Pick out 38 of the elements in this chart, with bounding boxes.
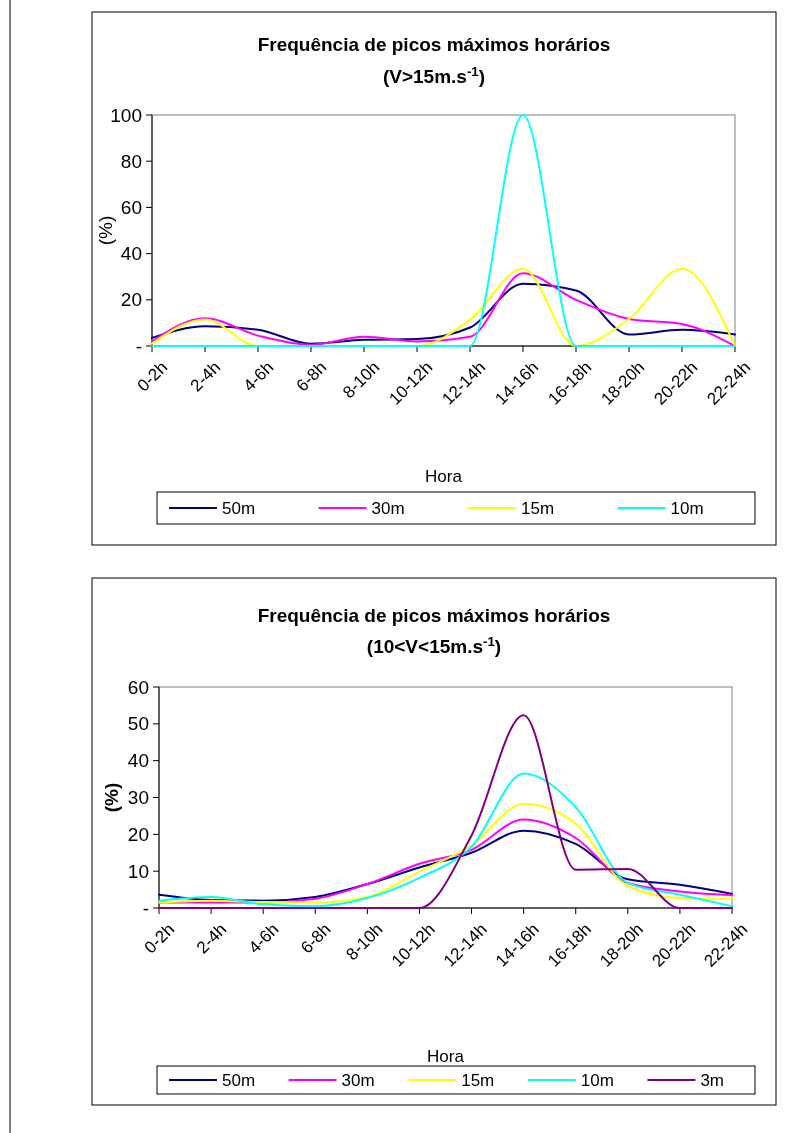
y-tick-label: 60 xyxy=(120,197,142,219)
y-tick-label: 20 xyxy=(120,289,142,311)
legend-label: 30m xyxy=(341,1070,375,1090)
y-axis-title: (%) xyxy=(101,782,122,813)
chart-title: Frequência de picos máximos horários xyxy=(257,34,611,55)
x-tick-label: 4-6h xyxy=(244,919,283,958)
legend-label: 10m xyxy=(670,498,704,518)
y-tick-label: 100 xyxy=(110,104,142,126)
line-series xyxy=(158,829,733,902)
y-tick-label: - xyxy=(142,897,149,919)
y-tick-label: 50 xyxy=(127,713,149,735)
legend-label: 10m xyxy=(580,1070,614,1090)
x-axis-title: Hora xyxy=(427,1047,465,1066)
x-tick-label: 6-8h xyxy=(292,357,331,396)
legend-label: 15m xyxy=(461,1070,495,1090)
x-tick-label: 0-2h xyxy=(133,357,172,396)
chart-subtitle: (10<V<15m.s$^{-1}$) xyxy=(366,633,502,657)
legend-label: 50m xyxy=(222,1070,256,1090)
legend-label: 50m xyxy=(222,498,256,518)
x-tick-label: 6-8h xyxy=(297,919,335,958)
y-tick-label: 30 xyxy=(127,787,149,809)
x-axis-title: Hora xyxy=(425,467,463,486)
x-tick-label: 0-2h xyxy=(140,919,179,958)
y-tick-label: 20 xyxy=(127,823,149,845)
legend-label: 3m xyxy=(700,1070,725,1090)
y-tick-label: - xyxy=(135,335,142,357)
y-tick-label: 60 xyxy=(127,676,149,698)
y-tick-label: 40 xyxy=(120,243,142,265)
legend-label: 15m xyxy=(521,498,555,518)
y-axis-title: (%) xyxy=(95,215,116,246)
y-tick-label: 10 xyxy=(127,860,149,882)
chart-subtitle: (V>15m.s$^{-1}$) xyxy=(382,63,486,87)
y-tick-label: 40 xyxy=(127,750,149,772)
x-tick-label: 4-6h xyxy=(239,357,278,396)
y-tick-label: 80 xyxy=(120,150,142,172)
legend-label: 30m xyxy=(371,498,405,518)
chart-title: Frequência de picos máximos horários xyxy=(257,605,611,626)
line-series xyxy=(158,802,733,904)
